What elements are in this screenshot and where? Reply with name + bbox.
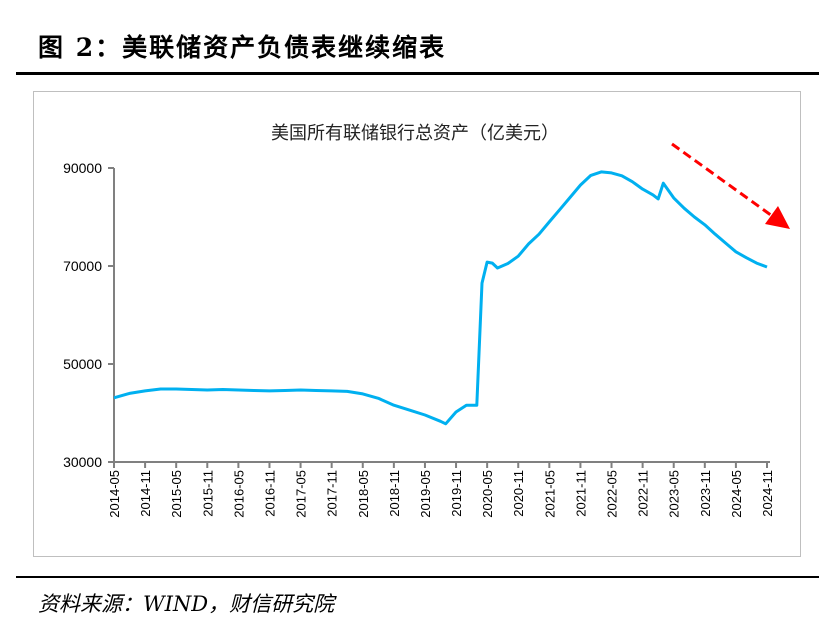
x-tick-label: 2019-11 xyxy=(449,470,464,517)
trend-arrow-head xyxy=(765,206,790,229)
x-tick-label: 2014-05 xyxy=(107,470,122,518)
x-tick-label: 2019-05 xyxy=(418,470,433,518)
figure-title: 图 2：美联储资产负债表继续缩表 xyxy=(38,33,447,62)
x-tick-label: 2023-11 xyxy=(698,470,713,517)
x-tick-label: 2022-11 xyxy=(636,470,651,517)
x-tick-label: 2021-05 xyxy=(542,470,557,518)
series-line xyxy=(113,170,768,426)
x-tick-label: 2014-11 xyxy=(138,470,153,517)
x-tick-label: 2024-05 xyxy=(729,470,744,518)
x-tick-label: 2015-11 xyxy=(200,470,215,517)
x-tick-label: 2017-05 xyxy=(294,470,309,518)
y-tick-label: 30000 xyxy=(63,454,102,470)
x-tick-label: 2016-05 xyxy=(231,470,246,518)
y-tick-label: 90000 xyxy=(63,160,102,176)
bottom-rule xyxy=(16,576,819,578)
x-tick-label: 2016-11 xyxy=(262,470,277,517)
x-tick-label: 2020-05 xyxy=(480,470,495,518)
y-tick-label: 70000 xyxy=(63,258,102,274)
x-tick-label: 2015-05 xyxy=(169,470,184,518)
x-tick-label: 2017-11 xyxy=(325,470,340,517)
chart-frame xyxy=(33,91,801,557)
trend-arrow xyxy=(671,142,790,229)
x-tick-label: 2021-11 xyxy=(573,470,588,517)
chart-title: 美国所有联储银行总资产（亿美元） xyxy=(271,123,559,144)
x-tick-label: 2024-11 xyxy=(760,470,775,517)
source-note: 资料来源：WIND，财信研究院 xyxy=(38,592,335,616)
x-tick-label: 2018-11 xyxy=(387,470,402,517)
x-tick-label: 2022-05 xyxy=(605,470,620,518)
trend-arrow-shaft xyxy=(671,142,776,220)
x-tick-label: 2023-05 xyxy=(667,470,682,518)
x-tick-label: 2020-11 xyxy=(511,470,526,517)
y-tick-label: 50000 xyxy=(63,356,102,372)
x-tick-label: 2018-05 xyxy=(356,470,371,518)
top-rule xyxy=(16,72,819,75)
